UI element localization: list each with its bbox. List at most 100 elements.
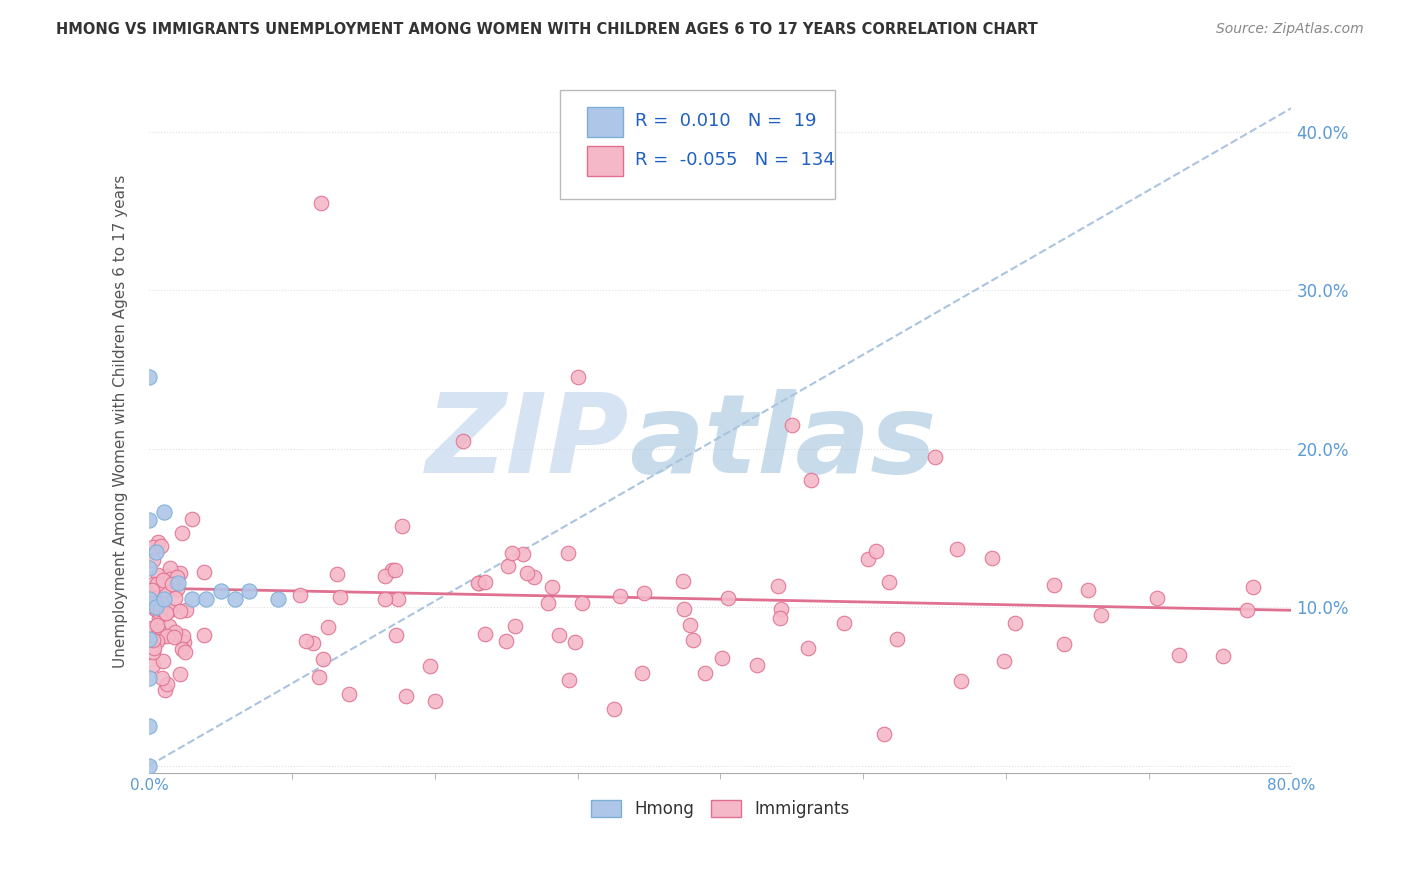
Point [295,634,318,648]
Point [766,578,789,592]
Point [467,576,489,591]
Point [385,628,408,642]
Point [329,590,352,604]
Point [159,603,181,617]
Point [571,596,593,610]
Text: R =  0.010   N =  19: R = 0.010 N = 19 [634,112,817,129]
Point [800,474,823,488]
Point [159,572,181,586]
Point [170,526,193,541]
Point [384,564,406,578]
Point [1043,577,1066,591]
Point [474,574,496,589]
Point [142,632,165,647]
Point [174,603,197,617]
Point [832,615,855,630]
Point [267,592,290,607]
Point [541,580,564,594]
Point [141,582,163,597]
Point [395,689,418,703]
Point [609,589,631,603]
Point [873,727,896,741]
Point [172,641,194,656]
Point [145,602,167,616]
Point [138,513,160,527]
Point [523,570,546,584]
Point [181,511,204,525]
Point [474,626,496,640]
Point [165,591,187,605]
Point [374,569,396,583]
Point [142,587,165,601]
Point [856,551,879,566]
Point [149,607,172,621]
Text: HMONG VS IMMIGRANTS UNEMPLOYMENT AMONG WOMEN WITH CHILDREN AGES 6 TO 17 YEARS CO: HMONG VS IMMIGRANTS UNEMPLOYMENT AMONG W… [56,22,1038,37]
Legend: Hmong, Immigrants: Hmong, Immigrants [585,794,856,825]
Point [159,561,181,575]
Point [142,645,165,659]
Point [381,563,404,577]
Point [980,550,1002,565]
Point [139,599,162,613]
Point [717,591,740,605]
Point [138,758,160,772]
Point [162,630,184,644]
Point [138,719,160,733]
Text: R =  -0.055   N =  134: R = -0.055 N = 134 [634,151,835,169]
Point [148,611,170,625]
Point [165,625,187,640]
Text: Source: ZipAtlas.com: Source: ZipAtlas.com [1216,22,1364,37]
Point [693,665,716,680]
Point [153,683,176,698]
Point [374,592,396,607]
Point [326,566,349,581]
Point [169,667,191,681]
Point [496,559,519,574]
Point [503,619,526,633]
Point [1236,602,1258,616]
Point [142,595,165,609]
Point [564,635,586,649]
Point [993,654,1015,668]
Point [1212,649,1234,664]
Point [141,621,163,635]
Point [1077,583,1099,598]
Point [174,645,197,659]
Point [152,592,174,607]
Point [768,611,790,625]
Point [148,624,170,639]
Point [169,566,191,580]
Point [181,592,204,607]
Point [631,665,654,680]
Point [169,604,191,618]
Point [155,606,177,620]
Point [152,505,174,519]
Point [419,659,441,673]
Point [149,602,172,616]
Point [468,576,491,591]
Point [567,370,589,384]
Point [312,652,335,666]
Point [209,584,232,599]
Point [150,630,173,644]
Point [155,629,177,643]
Point [672,574,695,588]
Point [146,534,169,549]
Point [301,636,323,650]
Point [1090,607,1112,622]
Point [309,196,332,211]
Point [453,434,475,448]
Point [156,676,179,690]
Point [146,567,169,582]
Point [193,565,215,579]
Point [162,627,184,641]
Point [150,596,173,610]
Text: atlas: atlas [628,389,936,496]
Point [865,544,887,558]
Point [1004,615,1026,630]
Point [1052,637,1074,651]
Point [537,596,560,610]
Point [142,658,165,673]
Point [391,519,413,533]
Point [924,450,946,464]
